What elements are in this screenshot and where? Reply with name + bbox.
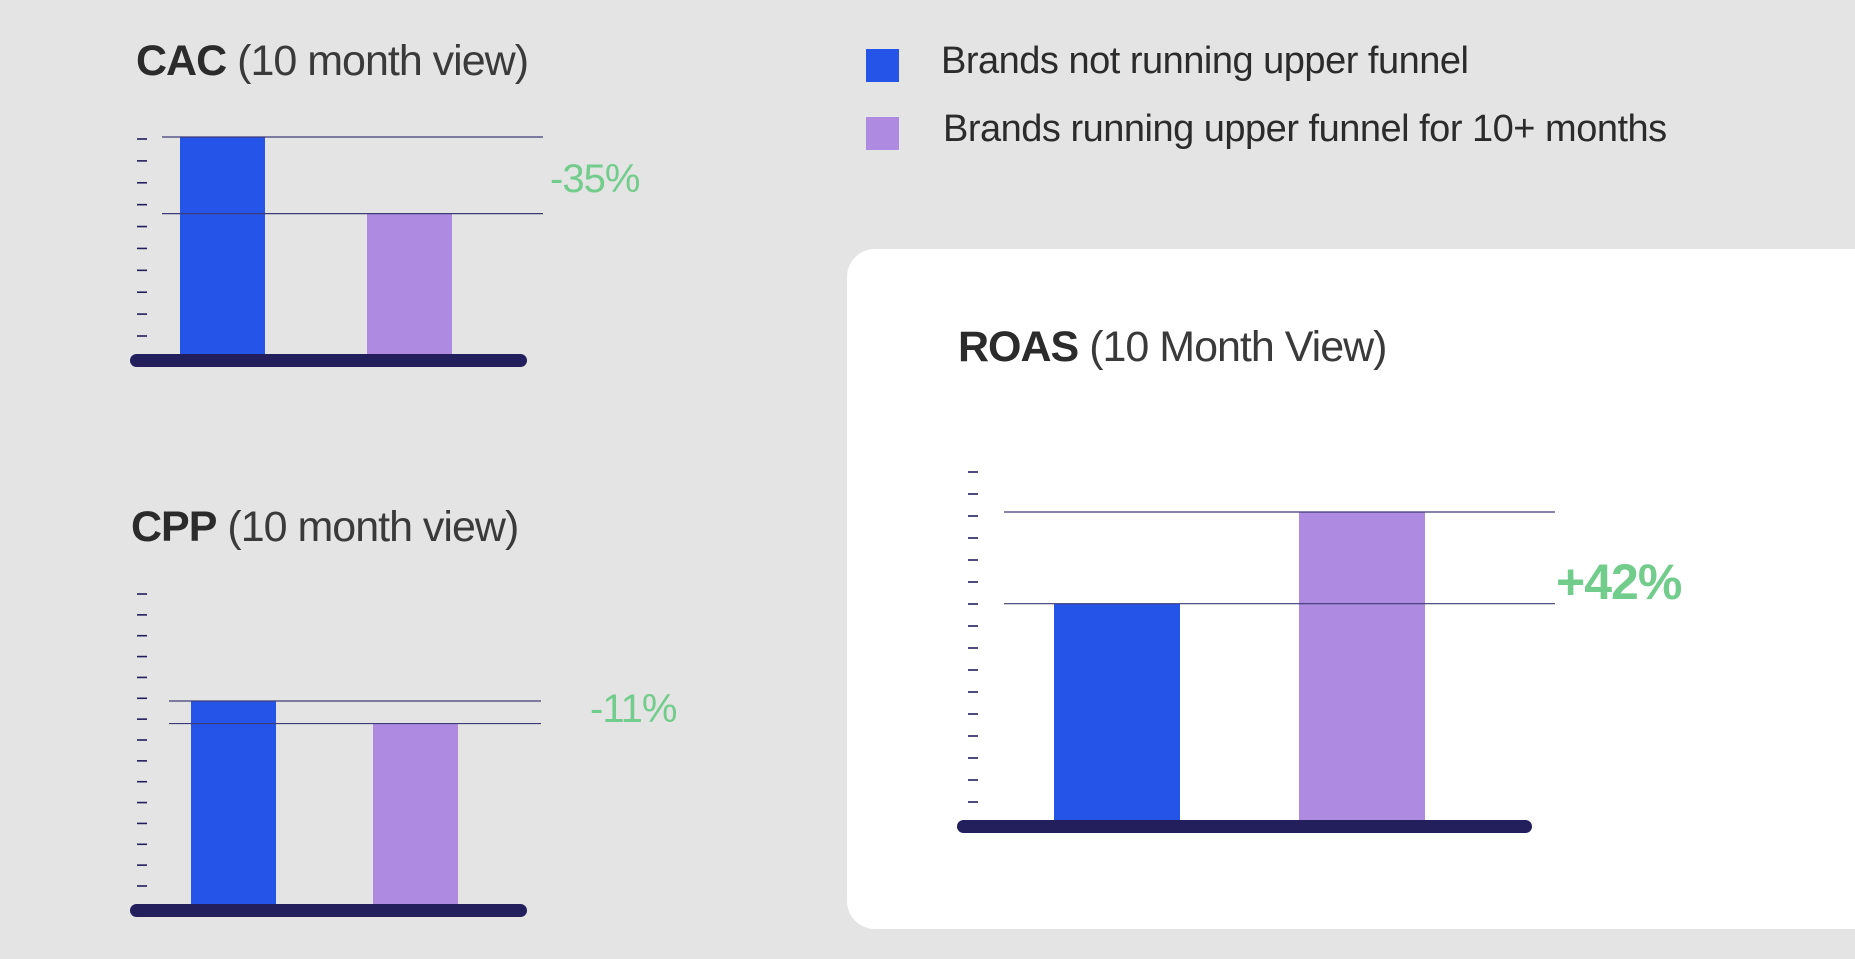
cpp-bar-running (373, 723, 458, 906)
roas-title-metric: ROAS (958, 323, 1079, 371)
cac-baseline (130, 354, 527, 367)
legend-label-running: Brands running upper funnel for 10+ mont… (943, 108, 1667, 150)
cpp-change-label: -11% (590, 687, 677, 731)
roas-change-label: +42% (1556, 554, 1682, 610)
legend-swatch-not-running (866, 49, 899, 82)
legend-swatch-running (866, 117, 899, 150)
roas-bar-not-running (1054, 603, 1180, 822)
cac-bar-not-running (180, 137, 265, 356)
roas-chart-title: ROAS (10 Month View) (958, 323, 1387, 372)
cpp-bar-not-running (191, 701, 276, 906)
cac-bar-running (367, 213, 452, 356)
cpp-baseline (130, 904, 527, 917)
cac-chart-title: CAC (10 month view) (136, 37, 529, 86)
roas-baseline (957, 820, 1532, 833)
legend-label-not-running: Brands not running upper funnel (941, 40, 1469, 82)
cpp-title-metric: CPP (131, 503, 217, 551)
cpp-chart-title: CPP (10 month view) (131, 503, 519, 552)
roas-title-period: (10 Month View) (1089, 323, 1387, 371)
cac-title-metric: CAC (136, 37, 227, 85)
cpp-title-period: (10 month view) (227, 503, 519, 551)
cac-change-label: -35% (550, 157, 640, 201)
cac-title-period: (10 month view) (237, 37, 529, 85)
roas-bar-running (1299, 512, 1425, 822)
